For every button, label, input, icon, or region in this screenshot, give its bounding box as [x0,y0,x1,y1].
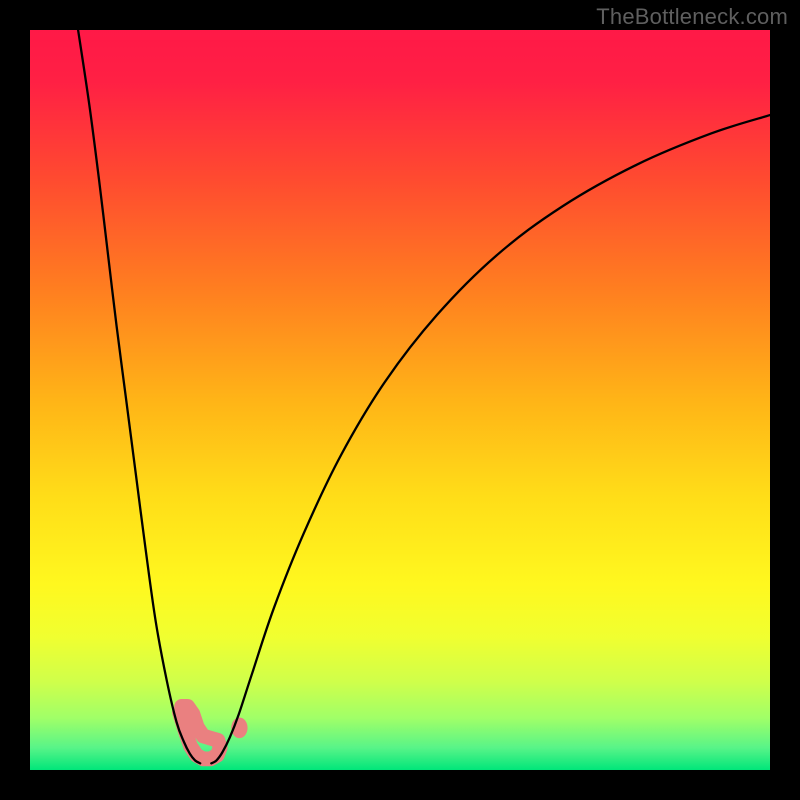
watermark-text: TheBottleneck.com [596,4,788,30]
gradient-background [30,30,770,770]
plot-area [30,30,770,770]
chart-container: TheBottleneck.com [0,0,800,800]
bottleneck-chart-svg [30,30,770,770]
